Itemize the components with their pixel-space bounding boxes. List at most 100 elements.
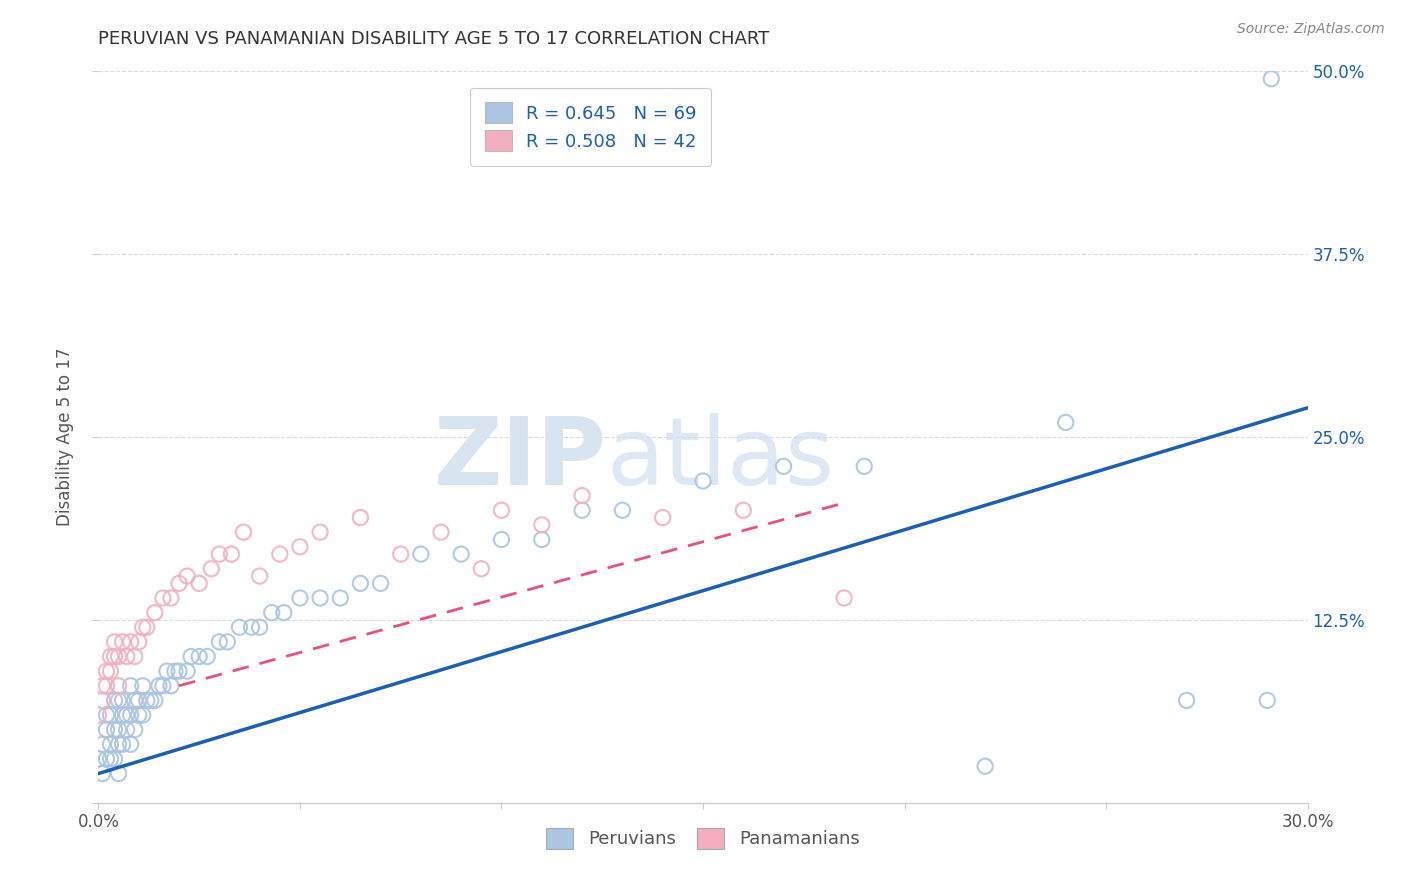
Point	[107, 679, 129, 693]
Point	[208, 547, 231, 561]
Point	[240, 620, 263, 634]
Point	[188, 576, 211, 591]
Point	[107, 693, 129, 707]
Point	[491, 533, 513, 547]
Point	[103, 752, 125, 766]
Point	[370, 576, 392, 591]
Point	[143, 606, 166, 620]
Point	[103, 635, 125, 649]
Point	[156, 664, 179, 678]
Point	[176, 569, 198, 583]
Point	[139, 693, 162, 707]
Point	[96, 679, 118, 693]
Point	[491, 503, 513, 517]
Point	[124, 649, 146, 664]
Point	[143, 693, 166, 707]
Point	[221, 547, 243, 561]
Point	[160, 591, 183, 605]
Point	[195, 649, 218, 664]
Point	[470, 562, 492, 576]
Point	[329, 591, 352, 605]
Point	[853, 459, 876, 474]
Point	[103, 723, 125, 737]
Point	[309, 525, 332, 540]
Point	[188, 649, 211, 664]
Point	[571, 489, 593, 503]
Point	[96, 664, 118, 678]
Point	[107, 649, 129, 664]
Point	[115, 723, 138, 737]
Point	[260, 606, 283, 620]
Point	[107, 723, 129, 737]
Point	[120, 679, 142, 693]
Point	[530, 533, 553, 547]
Point	[1175, 693, 1198, 707]
Point	[349, 510, 371, 524]
Point	[91, 679, 114, 693]
Point	[208, 635, 231, 649]
Point	[91, 766, 114, 780]
Point	[349, 576, 371, 591]
Point	[733, 503, 755, 517]
Point	[167, 576, 190, 591]
Point	[100, 737, 122, 751]
Point	[530, 517, 553, 532]
Point	[132, 708, 155, 723]
Point	[163, 664, 186, 678]
Point	[124, 693, 146, 707]
Point	[430, 525, 453, 540]
Point	[176, 664, 198, 678]
Point	[115, 649, 138, 664]
Point	[87, 752, 110, 766]
Text: atlas: atlas	[606, 413, 835, 505]
Point	[832, 591, 855, 605]
Point	[100, 708, 122, 723]
Point	[389, 547, 412, 561]
Point	[160, 679, 183, 693]
Point	[100, 664, 122, 678]
Point	[571, 503, 593, 517]
Point	[249, 620, 271, 634]
Point	[249, 569, 271, 583]
Point	[115, 708, 138, 723]
Point	[107, 766, 129, 780]
Point	[232, 525, 254, 540]
Point	[132, 679, 155, 693]
Point	[120, 635, 142, 649]
Text: Source: ZipAtlas.com: Source: ZipAtlas.com	[1237, 22, 1385, 37]
Point	[974, 759, 997, 773]
Point	[450, 547, 472, 561]
Point	[128, 708, 150, 723]
Point	[96, 752, 118, 766]
Point	[167, 664, 190, 678]
Point	[200, 562, 222, 576]
Point	[100, 649, 122, 664]
Point	[692, 474, 714, 488]
Point	[111, 693, 134, 707]
Point	[128, 693, 150, 707]
Point	[148, 679, 170, 693]
Point	[269, 547, 291, 561]
Point	[111, 708, 134, 723]
Point	[612, 503, 634, 517]
Point	[273, 606, 295, 620]
Legend: Peruvians, Panamanians: Peruvians, Panamanians	[538, 821, 868, 856]
Text: ZIP: ZIP	[433, 413, 606, 505]
Point	[180, 649, 202, 664]
Point	[107, 737, 129, 751]
Point	[87, 708, 110, 723]
Point	[288, 591, 311, 605]
Point	[409, 547, 432, 561]
Point	[91, 693, 114, 707]
Point	[111, 635, 134, 649]
Point	[288, 540, 311, 554]
Point	[111, 737, 134, 751]
Point	[103, 649, 125, 664]
Point	[152, 591, 174, 605]
Point	[772, 459, 794, 474]
Point	[135, 693, 157, 707]
Point	[128, 635, 150, 649]
Point	[1054, 416, 1077, 430]
Point	[1256, 693, 1278, 707]
Point	[91, 737, 114, 751]
